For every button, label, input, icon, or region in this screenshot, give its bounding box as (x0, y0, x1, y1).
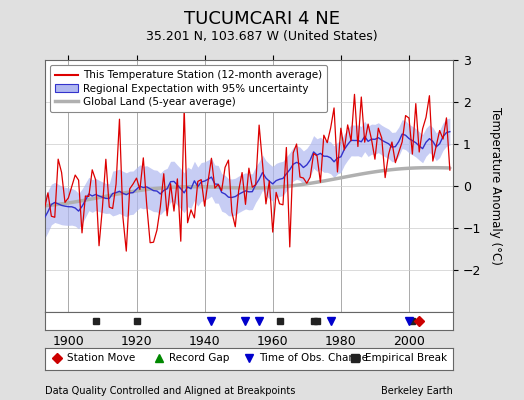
Legend: This Temperature Station (12-month average), Regional Expectation with 95% uncer: This Temperature Station (12-month avera… (50, 65, 328, 112)
Text: Data Quality Controlled and Aligned at Breakpoints: Data Quality Controlled and Aligned at B… (45, 386, 295, 396)
Text: Berkeley Earth: Berkeley Earth (381, 386, 453, 396)
Text: Record Gap: Record Gap (169, 353, 230, 363)
Text: 35.201 N, 103.687 W (United States): 35.201 N, 103.687 W (United States) (146, 30, 378, 43)
Text: 1920: 1920 (121, 335, 152, 348)
Text: Time of Obs. Change: Time of Obs. Change (259, 353, 368, 363)
Text: Station Move: Station Move (67, 353, 135, 363)
Y-axis label: Temperature Anomaly (°C): Temperature Anomaly (°C) (489, 107, 502, 265)
Text: 1940: 1940 (189, 335, 221, 348)
Text: 1980: 1980 (325, 335, 357, 348)
Text: 2000: 2000 (393, 335, 425, 348)
Text: TUCUMCARI 4 NE: TUCUMCARI 4 NE (184, 10, 340, 28)
Text: 1900: 1900 (52, 335, 84, 348)
Text: 1960: 1960 (257, 335, 289, 348)
Text: Empirical Break: Empirical Break (365, 353, 447, 363)
